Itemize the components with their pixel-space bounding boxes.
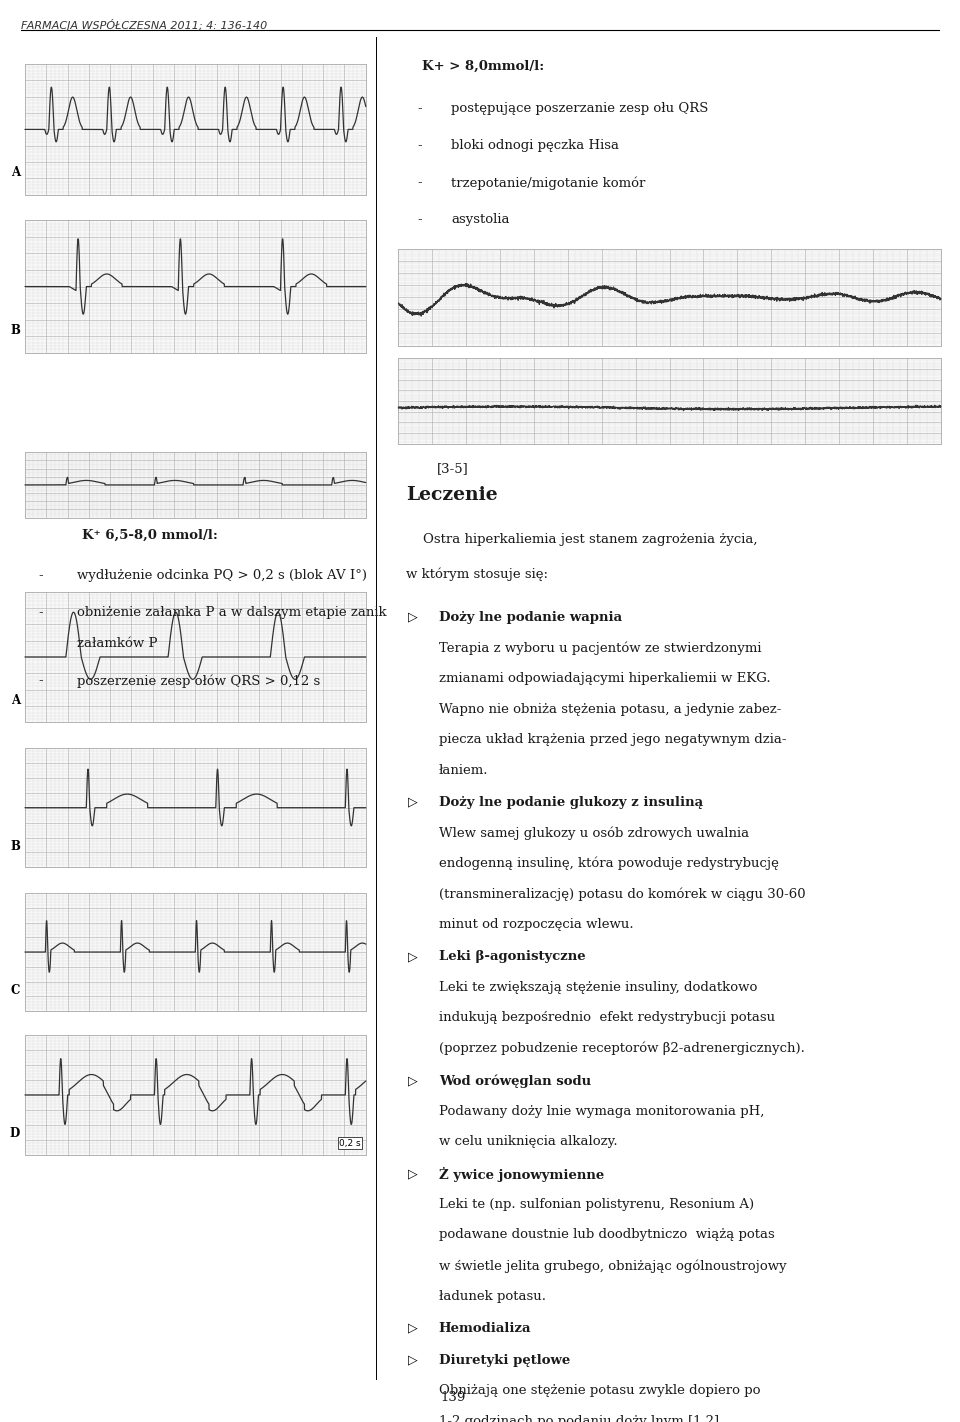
Text: Wod orówęglan sodu: Wod orówęglan sodu — [439, 1074, 590, 1088]
Text: endogenną insulinę, która powoduje redystrybucję: endogenną insulinę, która powoduje redys… — [439, 857, 779, 870]
Text: ▷: ▷ — [408, 1167, 418, 1180]
Text: w świetle jelita grubego, obniżając ogólnoustrojowy: w świetle jelita grubego, obniżając ogól… — [439, 1258, 786, 1273]
Text: -: - — [418, 102, 422, 115]
Text: K⁺ 6,5-8,0 mmol/l:: K⁺ 6,5-8,0 mmol/l: — [82, 529, 218, 542]
Text: -: - — [38, 569, 43, 582]
Text: -: - — [38, 674, 43, 687]
Text: podawane doustnie lub doodbytniczo  wiążą potas: podawane doustnie lub doodbytniczo wiążą… — [439, 1229, 775, 1241]
Text: 1-2 godzinach po podaniu doży lnym [1,2].: 1-2 godzinach po podaniu doży lnym [1,2]… — [439, 1415, 723, 1422]
Text: FARMACJA WSPÓŁCZESNA 2011; 4: 136-140: FARMACJA WSPÓŁCZESNA 2011; 4: 136-140 — [21, 18, 268, 31]
Text: Diuretyki pętlowe: Diuretyki pętlowe — [439, 1354, 570, 1367]
Text: D: D — [10, 1128, 20, 1140]
Text: (poprzez pobudzenie receptorów β2-adrenergicznych).: (poprzez pobudzenie receptorów β2-adrene… — [439, 1042, 804, 1055]
Text: Obniżają one stężenie potasu zwykle dopiero po: Obniżają one stężenie potasu zwykle dopi… — [439, 1385, 760, 1398]
Text: Ostra hiperkaliemia jest stanem zagrożenia życia,: Ostra hiperkaliemia jest stanem zagrożen… — [406, 533, 757, 546]
Text: obniżenie załamka P a w dalszym etapie zanik: obniżenie załamka P a w dalszym etapie z… — [77, 606, 387, 619]
Bar — [25, 64, 366, 195]
Text: K+ > 8,0mmol/l:: K+ > 8,0mmol/l: — [422, 60, 544, 73]
Bar — [25, 893, 366, 1011]
Text: ▷: ▷ — [408, 1074, 418, 1086]
Text: Leki te zwiększają stężenie insuliny, dodatkowo: Leki te zwiększają stężenie insuliny, do… — [439, 981, 757, 994]
Text: Leki te (np. sulfonian polistyrenu, Resonium A): Leki te (np. sulfonian polistyrenu, Reso… — [439, 1197, 754, 1212]
Text: w którym stosuje się:: w którym stosuje się: — [406, 567, 548, 580]
Text: 0,2 s: 0,2 s — [339, 1139, 361, 1148]
Text: indukują bezpośrednio  efekt redystrybucji potasu: indukują bezpośrednio efekt redystrybucj… — [439, 1011, 775, 1024]
Text: trzepotanie/migotanie komór: trzepotanie/migotanie komór — [451, 176, 645, 189]
Text: Wapno nie obniża stężenia potasu, a jedynie zabez-: Wapno nie obniża stężenia potasu, a jedy… — [439, 702, 781, 715]
Bar — [25, 592, 366, 722]
Text: poszerzenie zesp ołów QRS > 0,12 s: poszerzenie zesp ołów QRS > 0,12 s — [77, 674, 320, 687]
Text: -: - — [418, 176, 422, 189]
Text: Doży lne podanie wapnia: Doży lne podanie wapnia — [439, 611, 622, 624]
Text: asystolia: asystolia — [451, 213, 510, 226]
Text: A: A — [11, 166, 20, 179]
Text: [3-5]: [3-5] — [437, 462, 468, 475]
Text: ładunek potasu.: ładunek potasu. — [439, 1290, 545, 1303]
Text: Hemodializa: Hemodializa — [439, 1321, 531, 1335]
Text: minut od rozpoczęcia wlewu.: minut od rozpoczęcia wlewu. — [439, 919, 634, 931]
Text: B: B — [11, 324, 20, 337]
Text: 139: 139 — [441, 1391, 466, 1404]
Text: ▷: ▷ — [408, 1321, 418, 1335]
Text: (transmineralizację) potasu do komórek w ciągu 30-60: (transmineralizację) potasu do komórek w… — [439, 887, 805, 902]
Text: B: B — [11, 840, 20, 853]
Text: wydłużenie odcinka PQ > 0,2 s (blok AV I°): wydłużenie odcinka PQ > 0,2 s (blok AV I… — [77, 569, 367, 582]
Text: Leczenie: Leczenie — [406, 486, 497, 505]
Bar — [398, 358, 941, 444]
Text: -: - — [418, 139, 422, 152]
Text: Leki β-agonistyczne: Leki β-agonistyczne — [439, 950, 586, 963]
Text: ▷: ▷ — [408, 1354, 418, 1367]
Text: ▷: ▷ — [408, 796, 418, 809]
Text: Ż ywice jonowymienne: Ż ywice jonowymienne — [439, 1167, 604, 1182]
Text: piecza układ krążenia przed jego negatywnym dzia-: piecza układ krążenia przed jego negatyw… — [439, 734, 786, 747]
Text: C: C — [11, 984, 20, 997]
Text: łaniem.: łaniem. — [439, 764, 489, 776]
Text: Terapia z wyboru u pacjentów ze stwierdzonymi: Terapia z wyboru u pacjentów ze stwierdz… — [439, 641, 761, 656]
Text: Podawany doży lnie wymaga monitorowania pH,: Podawany doży lnie wymaga monitorowania … — [439, 1105, 764, 1118]
Text: postępujące poszerzanie zesp ołu QRS: postępujące poszerzanie zesp ołu QRS — [451, 102, 708, 115]
Bar — [25, 748, 366, 867]
Text: bloki odnogi pęczka Hisa: bloki odnogi pęczka Hisa — [451, 139, 619, 152]
Bar — [25, 1035, 366, 1155]
Text: A: A — [11, 694, 20, 707]
Text: -: - — [38, 606, 43, 619]
Text: Doży lne podanie glukozy z insuliną: Doży lne podanie glukozy z insuliną — [439, 796, 703, 809]
Bar — [398, 249, 941, 346]
Text: zmianami odpowiadającymi hiperkaliemii w EKG.: zmianami odpowiadającymi hiperkaliemii w… — [439, 673, 770, 685]
Bar — [25, 452, 366, 518]
Text: Wlew samej glukozy u osób zdrowych uwalnia: Wlew samej glukozy u osób zdrowych uwaln… — [439, 826, 749, 840]
Text: w celu uniknięcia alkalozy.: w celu uniknięcia alkalozy. — [439, 1135, 617, 1148]
Bar — [25, 220, 366, 353]
Text: -: - — [418, 213, 422, 226]
Text: załamków P: załamków P — [77, 637, 157, 650]
Text: ▷: ▷ — [408, 611, 418, 624]
Text: ▷: ▷ — [408, 950, 418, 963]
